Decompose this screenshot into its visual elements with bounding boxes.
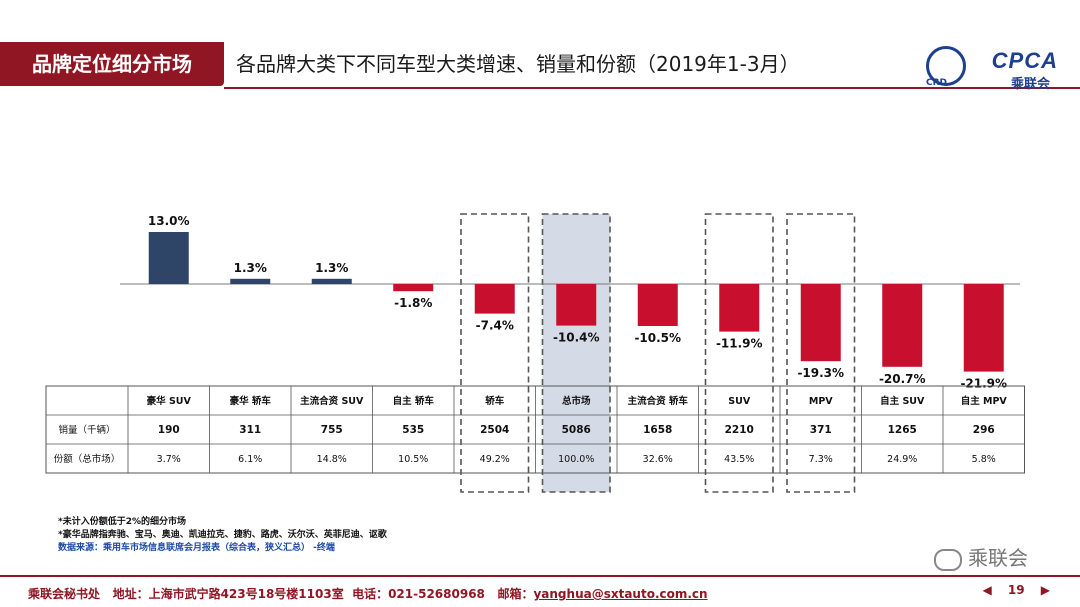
table-header-cell: 轿车 bbox=[485, 395, 505, 407]
table-share-cell: 49.2% bbox=[480, 454, 510, 465]
table-share-cell: 24.9% bbox=[887, 454, 917, 465]
value-label-7: -11.9% bbox=[716, 337, 763, 351]
highlight-box-5 bbox=[541, 213, 611, 493]
note-2: *豪华品牌指奔驰、宝马、奥迪、凯迪拉克、捷豹、路虎、沃尔沃、英菲尼迪、讴歌 bbox=[58, 530, 387, 540]
value-label-9: -20.7% bbox=[879, 372, 926, 386]
table-sales-cell: 371 bbox=[810, 424, 832, 436]
table-header-cell: 主流合资 SUV bbox=[300, 395, 364, 407]
bar-7 bbox=[719, 284, 760, 332]
prev-page-button[interactable]: ◀ bbox=[982, 583, 992, 597]
logo-subtext: 乘联会 bbox=[1010, 77, 1050, 92]
cpca-logo: CRD CPCA 乘联会 bbox=[922, 42, 1072, 92]
bar-8 bbox=[800, 284, 841, 362]
page-title: 各品牌大类下不同车型大类增速、销量和份额（2019年1-3月） bbox=[236, 52, 800, 76]
table-share-cell: 10.5% bbox=[398, 454, 428, 465]
footer-phone: 电话：021-52680968 bbox=[352, 587, 485, 601]
table-row-label: 销量（千辆） bbox=[58, 424, 115, 436]
table-share-cell: 14.8% bbox=[317, 454, 347, 465]
logo-text: CPCA bbox=[991, 48, 1058, 73]
table-share-cell: 6.1% bbox=[238, 454, 262, 465]
bar-1 bbox=[230, 278, 271, 284]
table-header-cell: MPV bbox=[809, 396, 833, 407]
table-sales-cell: 296 bbox=[973, 424, 995, 436]
table-header-cell: 自主 轿车 bbox=[393, 395, 435, 407]
table-share-cell: 43.5% bbox=[724, 454, 754, 465]
value-label-4: -7.4% bbox=[476, 319, 514, 333]
table-sales-cell: 190 bbox=[158, 424, 180, 436]
pager: ◀ 19 ▶ bbox=[976, 583, 1056, 597]
highlight-fill bbox=[542, 214, 610, 492]
bar-9 bbox=[882, 284, 923, 367]
footer-divider bbox=[0, 575, 1080, 577]
highlight-box-7 bbox=[704, 213, 774, 493]
bar-10 bbox=[963, 284, 1004, 372]
bar-6 bbox=[637, 284, 678, 326]
table-header-cell: 自主 MPV bbox=[961, 395, 1008, 407]
logo-small-text: CRD bbox=[926, 78, 948, 88]
highlight-box-4 bbox=[460, 213, 530, 493]
next-page-button[interactable]: ▶ bbox=[1040, 583, 1050, 597]
section-tag: 品牌定位细分市场 bbox=[0, 42, 224, 86]
header-divider bbox=[224, 87, 1080, 89]
table-sales-cell: 755 bbox=[321, 424, 343, 436]
value-label-10: -21.9% bbox=[960, 377, 1007, 391]
highlight-box-8 bbox=[786, 213, 856, 493]
logo-emblem-icon bbox=[926, 46, 966, 86]
bar-3 bbox=[393, 284, 434, 292]
value-label-6: -10.5% bbox=[634, 331, 681, 345]
table-sales-cell: 1658 bbox=[643, 424, 672, 436]
page-number: 19 bbox=[1007, 583, 1025, 597]
table-share-cell: 7.3% bbox=[809, 454, 833, 465]
table-sales-cell: 311 bbox=[239, 424, 261, 436]
bar-5 bbox=[556, 284, 597, 326]
table-sales-cell: 5086 bbox=[562, 424, 591, 436]
footer-org: 乘联会秘书处 bbox=[28, 587, 101, 601]
value-label-3: -1.8% bbox=[394, 296, 432, 310]
table-sales-cell: 2210 bbox=[725, 424, 754, 436]
table-header-cell: 总市场 bbox=[562, 395, 591, 407]
data-source: 数据来源：乘用车市场信息联席会月报表（综合表，狭义汇总） -终端 bbox=[58, 543, 335, 553]
bar-0 bbox=[148, 232, 189, 284]
table-row-label: 份额（总市场） bbox=[54, 453, 121, 465]
value-label-5: -10.4% bbox=[553, 331, 600, 345]
footer-address: 地址：上海市武宁路423号18号楼1103室 bbox=[112, 587, 344, 601]
value-label-2: 1.3% bbox=[315, 261, 348, 275]
footer-email-label: 邮箱： bbox=[497, 587, 534, 601]
table-header-cell: 豪华 轿车 bbox=[230, 395, 272, 407]
table-sales-cell: 1265 bbox=[888, 424, 917, 436]
footer-contact: 乘联会秘书处 地址：上海市武宁路423号18号楼1103室 电话：021-526… bbox=[28, 585, 708, 602]
table-sales-cell: 2504 bbox=[480, 424, 509, 436]
table-header-cell: 主流合资 轿车 bbox=[628, 395, 689, 407]
wechat-icon bbox=[934, 548, 962, 571]
bar-4 bbox=[474, 284, 515, 314]
value-label-0: 13.0% bbox=[148, 214, 190, 228]
value-label-8: -19.3% bbox=[797, 366, 844, 380]
table-sales-cell: 535 bbox=[402, 424, 424, 436]
table-header-cell: SUV bbox=[728, 396, 751, 407]
table-share-cell: 3.7% bbox=[157, 454, 181, 465]
note-1: *未计入份额低于2%的细分市场 bbox=[58, 517, 186, 527]
notes: *未计入份额低于2%的细分市场 *豪华品牌指奔驰、宝马、奥迪、凯迪拉克、捷豹、路… bbox=[58, 516, 387, 555]
footer-email-link[interactable]: yanghua@sxtauto.com.cn bbox=[533, 587, 708, 601]
wechat-watermark: 乘联会 bbox=[934, 542, 1028, 571]
footer: 乘联会秘书处 地址：上海市武宁路423号18号楼1103室 电话：021-526… bbox=[0, 575, 1080, 607]
table-share-cell: 32.6% bbox=[643, 454, 673, 465]
watermark-text: 乘联会 bbox=[968, 546, 1028, 570]
value-label-1: 1.3% bbox=[234, 261, 267, 275]
table-header-cell: 豪华 SUV bbox=[147, 395, 192, 407]
bar-2 bbox=[311, 278, 352, 284]
header: 品牌定位细分市场 各品牌大类下不同车型大类增速、销量和份额（2019年1-3月）… bbox=[0, 20, 1080, 92]
table-header-cell: 自主 SUV bbox=[880, 395, 925, 407]
table-share-cell: 100.0% bbox=[558, 454, 594, 465]
table-share-cell: 5.8% bbox=[972, 454, 996, 465]
